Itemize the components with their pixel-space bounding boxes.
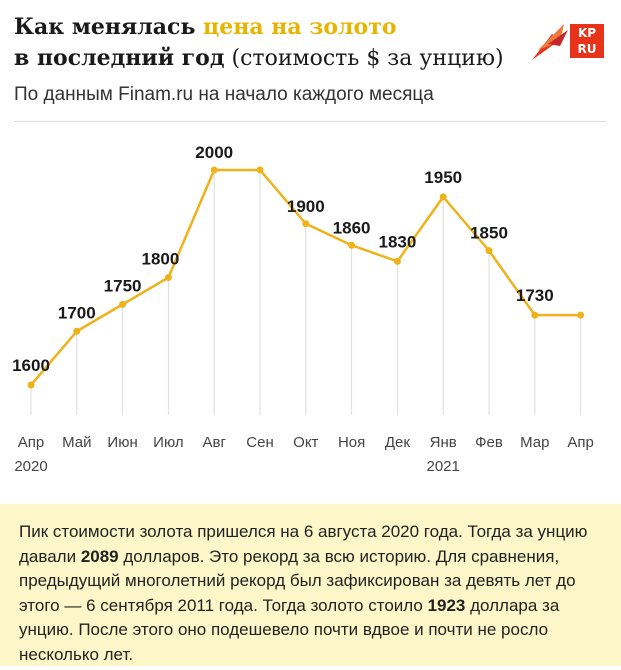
- gold-price-chart: 1600 1700 1750 1800 2000 1900 1860 1830 1950 1850…: [12, 143, 594, 475]
- note-text-1: Пик стоимости золота пришелся на 6 авгус…: [19, 522, 588, 566]
- data-point: [577, 311, 585, 319]
- logo-line1: KP: [577, 26, 597, 40]
- note-text-2: долларов. Это рекорд за всю историю. Для…: [19, 546, 576, 615]
- series-segment: [29, 330, 79, 387]
- logo-line2: RU: [577, 42, 597, 56]
- series-segment: [75, 303, 124, 333]
- title-part1: Как менялась: [14, 14, 204, 40]
- series-segment: [121, 276, 170, 306]
- data-point: [393, 257, 401, 265]
- data-label: 1750: [104, 276, 142, 295]
- info-note: Пик стоимости золота пришелся на 6 авгус…: [0, 504, 621, 666]
- data-label: 1900: [287, 197, 325, 216]
- series-segment: [304, 222, 353, 247]
- x-tick-label: Июн: [107, 434, 137, 451]
- x-year-label: 2020: [14, 458, 47, 475]
- chart-grid: [30, 170, 582, 415]
- x-year-label: 2021: [427, 458, 460, 475]
- series-segment: [487, 249, 537, 317]
- data-label: 1730: [516, 286, 554, 305]
- series-segment: [258, 168, 308, 225]
- x-tick-label: Ноя: [338, 434, 365, 451]
- data-point: [27, 381, 35, 389]
- chart-line: [29, 168, 582, 387]
- data-point: [485, 247, 493, 255]
- title-paren: (стоимость $ за унцию): [224, 46, 504, 71]
- logo-badge: KP RU: [570, 24, 604, 58]
- divider: [14, 121, 606, 122]
- data-label: 1800: [141, 250, 179, 269]
- note-bold-1: 2089: [80, 546, 119, 566]
- title-part2: в последний год: [14, 45, 225, 71]
- note-text-3: доллара за унцию. После этого оно подеше…: [19, 595, 560, 664]
- data-label: 1860: [333, 218, 371, 237]
- data-point: [348, 241, 356, 249]
- data-label: 1950: [424, 168, 462, 187]
- x-tick-label: Фев: [475, 434, 503, 451]
- x-tick-label: Мар: [520, 434, 549, 451]
- data-label: 1600: [12, 356, 50, 375]
- series-segment: [396, 195, 445, 263]
- x-tick-label: Янв: [430, 434, 457, 451]
- data-label: 1830: [378, 232, 416, 251]
- page-title: Как менялась цена на золото в последний …: [14, 12, 514, 74]
- data-label: 2000: [195, 143, 233, 162]
- data-point: [164, 274, 172, 281]
- data-point: [531, 311, 539, 319]
- data-point: [302, 220, 310, 228]
- data-label: 1850: [470, 224, 508, 243]
- chart-points: [27, 166, 585, 389]
- title-accent: цена на золото: [203, 14, 397, 40]
- x-tick-label: Сен: [246, 434, 273, 451]
- data-point: [73, 327, 81, 335]
- x-tick-label: Авг: [202, 434, 226, 451]
- data-label: 1700: [58, 303, 96, 322]
- series-segment: [350, 244, 399, 263]
- chart-x-axis-labels: Апр Май Июн Июл Авг Сен Окт Ноя Дек Янв Фев Мар Апр 2…: [14, 434, 594, 475]
- data-point: [256, 166, 264, 174]
- subtitle: По данным Finam.ru на начало каждого мес…: [14, 84, 434, 105]
- kp-logo: KP RU: [530, 20, 608, 64]
- x-tick-label: Май: [62, 434, 91, 451]
- series-segment: [441, 195, 491, 252]
- bird-icon: [532, 24, 568, 60]
- series-segment: [167, 168, 216, 279]
- note-bold-2: 1923: [427, 595, 466, 615]
- x-tick-label: Июл: [153, 434, 183, 451]
- chart-data-labels: 1600 1700 1750 1800 2000 1900 1860 1830 1950 1850…: [12, 143, 554, 375]
- x-tick-label: Дек: [385, 434, 411, 451]
- data-point: [210, 166, 218, 174]
- x-tick-label: Апр: [18, 434, 44, 451]
- x-tick-label: Окт: [293, 434, 318, 451]
- data-point: [439, 193, 447, 201]
- x-tick-label: Апр: [567, 434, 593, 451]
- data-point: [119, 300, 127, 308]
